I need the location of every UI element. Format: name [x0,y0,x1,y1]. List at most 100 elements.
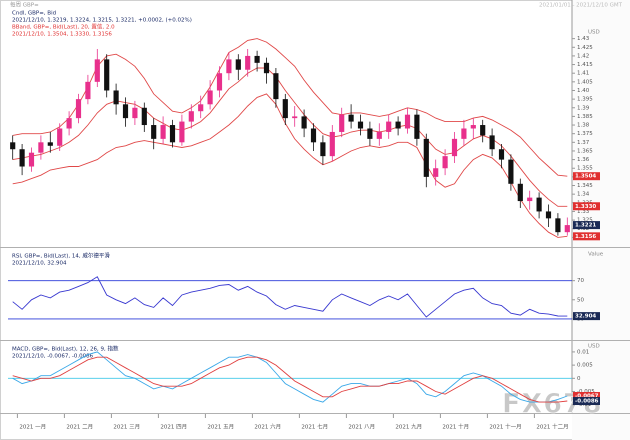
legend-text: 2021/12/10, -0.0067, -0.0086 [12,354,94,360]
candle-body [85,81,91,100]
candle-body [113,90,119,105]
candle-body [245,55,251,70]
header-range: 2021/01/01 - 2021/12/10 GMT [539,3,623,9]
candle-body [226,59,232,74]
header-title: 每周 GBP= [10,1,39,9]
candle-body [179,121,185,143]
candle-body [160,125,166,139]
y-tick-label: 1.405 [577,79,593,85]
candle-body [545,211,552,219]
y-tick-label: 70 [577,278,584,284]
candle-body [104,59,110,91]
value-marker-label: 1.3156 [575,234,596,240]
candle-body [263,62,270,74]
y-tick-label: 1.42 [577,53,589,59]
x-tick-label: 2021 十月 [442,423,469,431]
unit-label: Value [588,252,604,258]
x-tick-label: 2021 五月 [207,424,234,431]
candle-body [329,131,335,157]
value-marker-label: 1.3221 [575,223,596,229]
candle-body [198,104,204,112]
candle-body [273,73,279,100]
candle-body [367,128,373,139]
y-tick-label: 0.005 [577,363,593,369]
indicator-line [12,356,568,403]
indicator-line [12,276,568,318]
y-tick-label: 1.43 [577,36,590,42]
value-marker [573,397,600,406]
candle-body [132,107,138,119]
candle-body [339,114,345,132]
candle-body [348,114,354,122]
x-tick-label: 2021 二月 [66,424,93,431]
y-tick-label: 1.40 [577,88,590,94]
value-marker [573,221,600,230]
candle-body [10,142,16,150]
y-tick-label: 50 [577,297,584,303]
value-marker-label: -0.0086 [575,399,599,405]
value-marker [573,232,600,241]
y-tick-label: 0 [577,376,581,382]
y-tick-label: 1.38 [577,123,590,129]
candle-body [282,99,288,119]
candle-body [301,116,307,129]
candle-body [527,197,533,202]
bollinger-band [12,67,568,207]
candle-body [508,159,514,184]
unit-label: USD [588,344,600,350]
y-tick-label: 1.41 [577,71,589,77]
value-marker-label: -0.0067 [575,394,599,400]
value-marker [573,312,600,321]
candle-body [423,138,429,177]
candle-body [38,142,44,153]
candle-body [480,125,486,136]
candle-body [216,73,223,91]
y-tick-label: 1.36 [577,157,590,163]
candle-body [310,128,317,143]
candle-body [47,142,53,146]
indicator-line [12,351,568,403]
y-tick-label: 1.345 [577,183,593,189]
legend-text: MACD, GBP=, Bid(Last), 12, 26, 9, 指数 [12,345,119,353]
y-tick-label: 1.34 [577,192,590,198]
candle-body [141,107,147,126]
y-tick-label: 1.375 [577,131,593,137]
y-tick-label: -0.01 [577,402,591,408]
y-tick-label: 1.39 [577,105,590,111]
candle-body [376,131,382,139]
x-tick-label: 2021 一月 [19,424,46,431]
candle-body [414,114,420,139]
candle-body [357,121,364,129]
legend-text: 2021/12/10, 1.3219, 1.3224, 1.3215, 1.32… [12,18,192,24]
candle-body [66,118,72,129]
candle-body [555,218,561,233]
value-marker [573,392,600,401]
x-tick-label: 2021 四月 [160,424,187,431]
y-tick-label: 1.395 [577,97,593,103]
legend-text: Cndl, GBP=, Bid [12,11,56,17]
candle-body [489,135,495,150]
value-marker [573,172,600,181]
bollinger-band [12,38,568,177]
y-tick-label: 1.365 [577,148,593,154]
candle-body [151,125,157,139]
candle-body [451,138,458,157]
candle-body [386,121,392,132]
candle-body [254,55,260,63]
unit-label: USD [588,30,600,36]
candle-body [433,168,439,177]
candle-body [94,59,100,82]
value-marker-label: 1.3330 [575,204,596,210]
candle-body [235,59,241,70]
bollinger-band [12,93,568,238]
legend-text: BBand, GBP=, Bid(Last), 20, 置信, 2.0 [12,23,115,31]
candle-body [470,125,476,129]
candle-body [498,149,505,160]
legend-text: 2021/12/10, 1.3504, 1.3330, 1.3156 [12,32,112,38]
x-tick-label: 2021 八月 [348,424,375,431]
x-tick-label: 2021 六月 [254,423,281,431]
legend-text: 2021/12/10, 32.904 [12,261,67,267]
y-tick-label: 1.325 [577,218,593,224]
candle-body [169,125,176,143]
